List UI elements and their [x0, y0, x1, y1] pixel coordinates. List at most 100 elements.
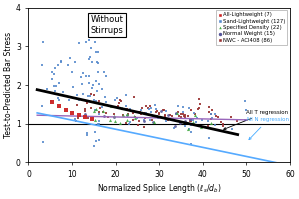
Point	[73, 120, 78, 123]
Point	[81, 72, 86, 75]
Point	[178, 113, 183, 116]
Point	[153, 103, 158, 107]
Point	[97, 99, 101, 102]
Point	[91, 98, 96, 101]
Point	[193, 113, 198, 116]
Point	[84, 134, 89, 137]
Point	[144, 104, 149, 108]
Text: Without
Stirrups: Without Stirrups	[91, 15, 123, 35]
Point	[91, 145, 96, 148]
Point	[132, 95, 136, 98]
Point	[189, 123, 193, 126]
Point	[102, 96, 107, 99]
Point	[143, 111, 147, 115]
Point	[116, 101, 121, 104]
Point	[154, 110, 159, 113]
Point	[221, 122, 225, 126]
Point	[95, 122, 100, 125]
Point	[106, 104, 111, 107]
Point	[198, 103, 203, 106]
Point	[94, 109, 98, 112]
Point	[39, 63, 44, 66]
Point	[143, 111, 148, 114]
Point	[123, 94, 128, 97]
Point	[176, 110, 181, 113]
Point	[213, 112, 217, 115]
Point	[180, 110, 185, 113]
Point	[209, 109, 214, 112]
Point	[94, 139, 99, 143]
Point	[73, 61, 78, 64]
Point	[93, 119, 97, 122]
Point	[39, 104, 44, 107]
Point	[94, 51, 98, 54]
Point	[194, 124, 199, 127]
Point	[96, 61, 101, 64]
Point	[118, 98, 122, 101]
Point	[41, 41, 45, 44]
Point	[77, 41, 82, 44]
Point	[53, 66, 57, 69]
Point	[206, 120, 211, 123]
Point	[182, 115, 187, 119]
Point	[173, 124, 178, 127]
Point	[210, 116, 215, 119]
Point	[51, 84, 56, 87]
Point	[229, 127, 234, 130]
Point	[191, 120, 196, 123]
Point	[45, 88, 49, 91]
Point	[89, 92, 94, 95]
Point	[116, 105, 120, 108]
Point	[83, 110, 87, 113]
Point	[123, 104, 128, 107]
Point	[155, 116, 160, 119]
Point	[76, 114, 81, 117]
Point	[193, 114, 198, 117]
Point	[61, 90, 65, 93]
Point	[235, 119, 239, 122]
Point	[91, 94, 96, 97]
Point	[56, 63, 60, 66]
Point	[159, 109, 164, 112]
Point	[51, 72, 56, 75]
Point	[130, 119, 135, 122]
Point	[57, 81, 61, 84]
Point	[54, 85, 58, 88]
Point	[84, 74, 89, 77]
Point	[70, 71, 75, 74]
Point	[188, 117, 193, 120]
Point	[53, 89, 57, 93]
Point	[154, 107, 159, 111]
Point	[148, 104, 153, 108]
Point	[97, 122, 101, 126]
Point	[50, 77, 54, 80]
Point	[84, 102, 89, 105]
Point	[187, 127, 191, 131]
Point	[50, 70, 55, 73]
Point	[128, 121, 132, 124]
Point	[135, 117, 140, 120]
Point	[181, 113, 185, 116]
Point	[189, 119, 193, 122]
Point	[95, 60, 100, 63]
Point	[152, 120, 157, 124]
Point	[86, 94, 91, 97]
Point	[94, 80, 99, 83]
Point	[86, 116, 91, 120]
Point	[93, 131, 98, 134]
Point	[124, 107, 129, 110]
Point	[216, 116, 221, 119]
Point	[118, 121, 122, 125]
Point	[219, 120, 224, 124]
Point	[108, 119, 112, 122]
Point	[150, 121, 155, 124]
Point	[135, 124, 140, 127]
X-axis label: Normalized Splice Length ($\ell_s/d_b$): Normalized Splice Length ($\ell_s/d_b$)	[97, 182, 222, 195]
Point	[98, 106, 103, 109]
Legend: All-Lightweight (7), Sand-Lightweight (127), Specified Density (22), Normal Weig: All-Lightweight (7), Sand-Lightweight (1…	[216, 10, 287, 45]
Point	[96, 70, 100, 73]
Point	[80, 92, 85, 96]
Point	[89, 87, 94, 90]
Point	[199, 126, 204, 129]
Point	[101, 110, 106, 113]
